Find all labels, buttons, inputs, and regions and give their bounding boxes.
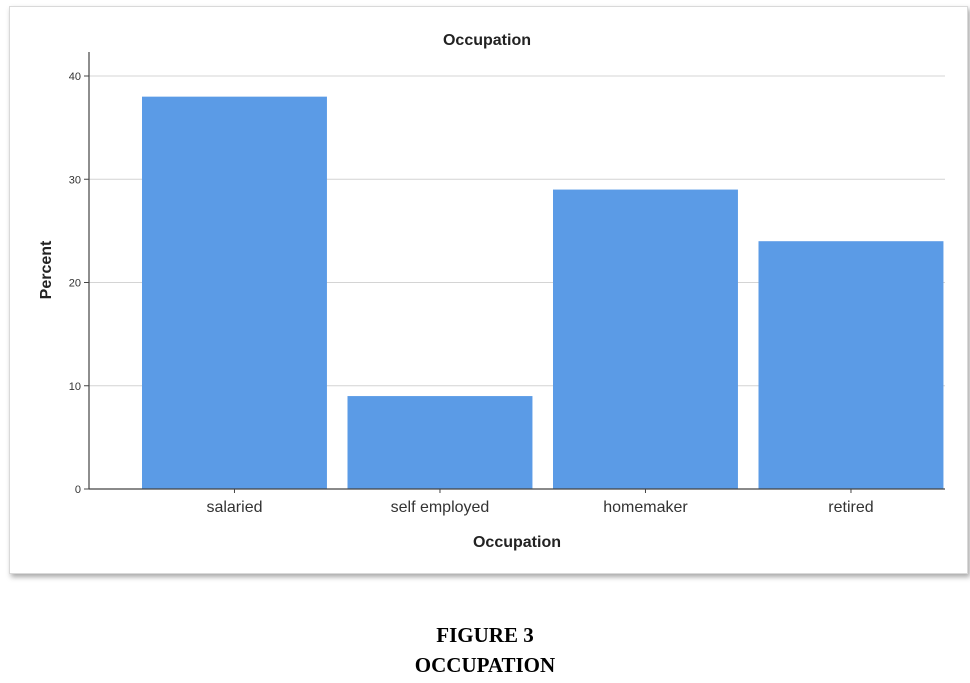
x-tick-label: salaried	[206, 499, 262, 516]
y-tick-label: 10	[69, 381, 81, 393]
y-axis-label: Percent	[38, 240, 55, 299]
bar-salaried	[142, 96, 327, 490]
chart-title: Occupation	[443, 32, 531, 49]
bars	[142, 96, 944, 490]
x-tick-label: homemaker	[603, 499, 688, 516]
y-tick-label: 20	[69, 278, 81, 290]
x-tick-label: self employed	[391, 499, 490, 516]
y-ticks: 0 10 20 30 40	[69, 71, 89, 496]
bar-retired	[758, 241, 944, 489]
x-tick-label: retired	[828, 499, 873, 516]
x-ticks: salaried self employed homemaker retired	[206, 489, 874, 516]
y-tick-label: 0	[75, 484, 81, 496]
figure-caption: OCCUPATION	[414, 653, 556, 677]
bar-self-employed	[347, 396, 533, 489]
bar-chart: 0 10 20 30 40 salaried self employed homemaker…	[38, 32, 945, 551]
y-tick-label: 30	[69, 174, 81, 186]
figure-number: FIGURE 3	[436, 623, 534, 647]
y-tick-label: 40	[69, 71, 81, 83]
x-axis-label: Occupation	[473, 534, 561, 551]
bar-homemaker	[553, 189, 738, 489]
axes	[88, 52, 945, 490]
